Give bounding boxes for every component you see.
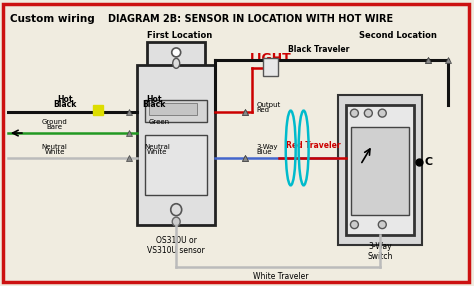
Bar [351,127,409,215]
Text: Bare: Bare [47,124,63,130]
Text: Black: Black [143,100,166,109]
Text: 3-Way
Switch: 3-Way Switch [368,242,393,261]
Text: Hot: Hot [146,95,162,104]
Text: C: C [424,157,432,167]
Ellipse shape [350,221,358,229]
Text: Green: Green [149,119,170,125]
Text: White: White [45,149,65,155]
Text: Blue: Blue [257,149,273,155]
Text: DIAGRAM 2B: SENSOR IN LOCATION WITH HOT WIRE: DIAGRAM 2B: SENSOR IN LOCATION WITH HOT … [108,13,392,23]
Text: 3-Way: 3-Way [257,144,278,150]
Ellipse shape [365,109,373,117]
Ellipse shape [172,48,181,57]
Bar [149,103,197,115]
Text: First Location: First Location [146,31,212,39]
Text: Neutral: Neutral [145,144,170,150]
Text: Black Traveler: Black Traveler [288,45,349,54]
Bar [137,65,215,225]
Text: OS310U or
VS310U sensor: OS310U or VS310U sensor [147,236,205,255]
Bar [263,58,278,76]
Ellipse shape [350,109,358,117]
Ellipse shape [378,221,386,229]
Text: Custom wiring: Custom wiring [10,13,95,23]
Bar [346,105,414,235]
Text: LIGHT: LIGHT [250,52,292,65]
Ellipse shape [172,217,180,226]
Text: Second Location: Second Location [359,31,437,39]
Bar [146,135,207,195]
Text: Output: Output [257,102,281,108]
Text: Hot: Hot [57,95,73,104]
Text: Red Traveler: Red Traveler [286,141,341,150]
Ellipse shape [173,58,180,68]
Text: Neutral: Neutral [42,144,68,150]
Text: White Traveler: White Traveler [253,273,309,281]
FancyBboxPatch shape [147,42,205,70]
Text: White: White [147,149,167,155]
Text: Black: Black [53,100,76,109]
Ellipse shape [171,204,182,216]
Bar [146,100,207,122]
Text: Ground: Ground [42,119,68,125]
Bar [338,95,422,245]
Text: Red: Red [257,107,270,113]
Ellipse shape [378,109,386,117]
